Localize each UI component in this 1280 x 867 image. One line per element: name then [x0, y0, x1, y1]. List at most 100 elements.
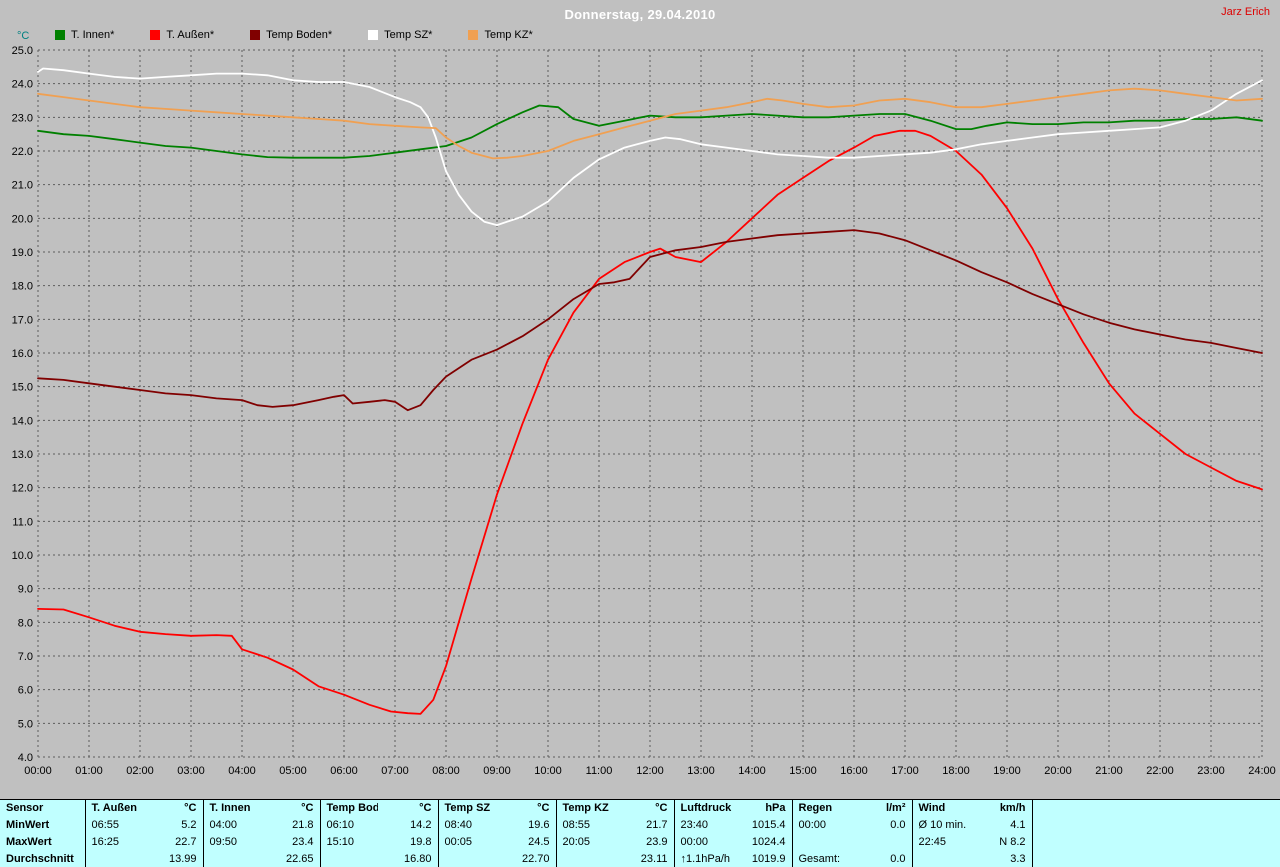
cell-value: 23.11	[640, 853, 668, 865]
cell-value: 22.65	[285, 853, 314, 865]
x-tick-label: 22:00	[1146, 765, 1174, 777]
column-header: Temp KZ	[555, 800, 614, 817]
y-tick-label: 24.0	[12, 79, 33, 91]
legend-label: T. Außen*	[166, 29, 215, 41]
cell-value: N 8.2	[999, 836, 1026, 848]
cell-value: 1019.9	[751, 853, 786, 865]
series-line-t-innen	[37, 104, 1263, 159]
series-line-t-au-en	[37, 129, 1263, 715]
cell-value: 23.4	[292, 836, 314, 848]
x-tick-label: 12:00	[636, 765, 664, 777]
stats-table-body: Sensor T. Außen °C T. Innen °C Temp Boden °C Te…	[0, 800, 1280, 867]
x-tick-label: 02:00	[126, 765, 154, 777]
cell-time: 06:55	[84, 817, 143, 834]
column-header: Temp Boden	[319, 800, 378, 817]
x-tick-label: 01:00	[75, 765, 103, 777]
cell-time	[911, 851, 974, 867]
cell-value: 22.7	[175, 836, 197, 848]
row-label: MinWert	[6, 819, 50, 831]
cell-value: 19.6	[528, 819, 550, 831]
cell-time	[791, 834, 852, 851]
legend-label: Temp KZ*	[484, 29, 533, 41]
cell-time: 08:40	[437, 817, 496, 834]
x-tick-label: 17:00	[891, 765, 919, 777]
x-tick-label: 09:00	[483, 765, 511, 777]
filler-cell	[1031, 817, 1280, 834]
cell-value: 19.8	[410, 836, 432, 848]
legend-swatch-icon	[150, 30, 161, 40]
table-row: MaxWert 16:25 22.7 09:50 23.4 15:10 19.8 00:05 2…	[0, 834, 1280, 851]
column-unit: km/h	[999, 802, 1026, 814]
column-unit: °C	[537, 802, 550, 814]
x-tick-label: 04:00	[228, 765, 256, 777]
x-tick-label: 24:00	[1248, 765, 1276, 777]
cell-value: 1024.4	[751, 836, 786, 848]
cell-time	[437, 851, 496, 867]
cell-value: 13.99	[168, 853, 197, 865]
legend-item-2: Temp Boden*	[250, 29, 332, 41]
cell-value: 14.2	[410, 819, 432, 831]
y-tick-label: 15.0	[12, 382, 33, 394]
y-tick-label: 25.0	[12, 45, 33, 57]
legend-label: T. Innen*	[71, 29, 115, 41]
cell-time	[555, 851, 614, 867]
x-tick-label: 15:00	[789, 765, 817, 777]
legend-swatch-icon	[368, 30, 379, 40]
y-tick-label: 11.0	[12, 516, 33, 528]
cell-time: 20:05	[555, 834, 614, 851]
cell-value: 3.3	[1010, 853, 1026, 865]
cell-time	[319, 851, 378, 867]
x-tick-label: 16:00	[840, 765, 868, 777]
cell-time: 00:05	[437, 834, 496, 851]
column-unit: °C	[655, 802, 668, 814]
y-tick-label: 10.0	[12, 550, 33, 562]
y-tick-label: 13.0	[12, 449, 33, 461]
x-tick-label: 23:00	[1197, 765, 1225, 777]
x-tick-label: 11:00	[586, 765, 613, 777]
x-tick-label: 03:00	[177, 765, 205, 777]
cell-time: 00:00	[791, 817, 852, 834]
y-tick-label: 4.0	[18, 752, 33, 764]
column-unit: °C	[419, 802, 432, 814]
cell-value: 24.5	[528, 836, 550, 848]
cell-time: 09:50	[202, 834, 260, 851]
column-unit: l/m²	[885, 802, 906, 814]
y-tick-label: 14.0	[12, 415, 33, 427]
cell-time: 16:25	[84, 834, 143, 851]
cell-time: ↑1.1hPa/h	[673, 851, 732, 867]
y-tick-label: 16.0	[12, 348, 33, 360]
y-tick-label: 8.0	[18, 617, 33, 629]
row-label: Durchschnitt	[6, 853, 74, 865]
y-tick-label: 20.0	[12, 213, 33, 225]
table-row: MinWert 06:55 5.2 04:00 21.8 06:10 14.2 08:40 19…	[0, 817, 1280, 834]
page-title: Donnerstag, 29.04.2010	[564, 7, 716, 22]
cell-time	[84, 851, 143, 867]
table-corner-label: Sensor	[6, 802, 44, 814]
legend-item-1: T. Außen*	[150, 29, 214, 41]
cell-value: 21.8	[292, 819, 314, 831]
x-tick-label: 18:00	[942, 765, 970, 777]
cell-value: 16.80	[403, 853, 432, 865]
cell-time: 22:45	[911, 834, 974, 851]
cell-time: Gesamt:	[791, 851, 852, 867]
column-header: Regen	[791, 800, 852, 817]
filler-cell	[1031, 800, 1280, 817]
series-line-temp-boden	[37, 229, 1263, 412]
cell-time: Ø 10 min.	[911, 817, 974, 834]
legend-item-3: Temp SZ*	[368, 29, 432, 41]
x-tick-label: 21:00	[1095, 765, 1123, 777]
cell-value: 5.2	[181, 819, 197, 831]
y-tick-label: 22.0	[12, 146, 33, 158]
cell-value: 23.9	[646, 836, 668, 848]
column-unit: hPa	[765, 802, 786, 814]
legend-label: Temp Boden*	[266, 29, 333, 41]
cell-time: 23:40	[673, 817, 732, 834]
cell-value: 0.0	[890, 819, 906, 831]
y-tick-label: 23.0	[12, 112, 33, 124]
x-tick-label: 08:00	[432, 765, 460, 777]
row-label: MaxWert	[6, 836, 52, 848]
cell-value: 0.0	[890, 853, 906, 865]
column-unit: °C	[301, 802, 314, 814]
cell-time: 04:00	[202, 817, 260, 834]
stats-panel: Sensor T. Außen °C T. Innen °C Temp Boden °C Te…	[0, 799, 1280, 867]
